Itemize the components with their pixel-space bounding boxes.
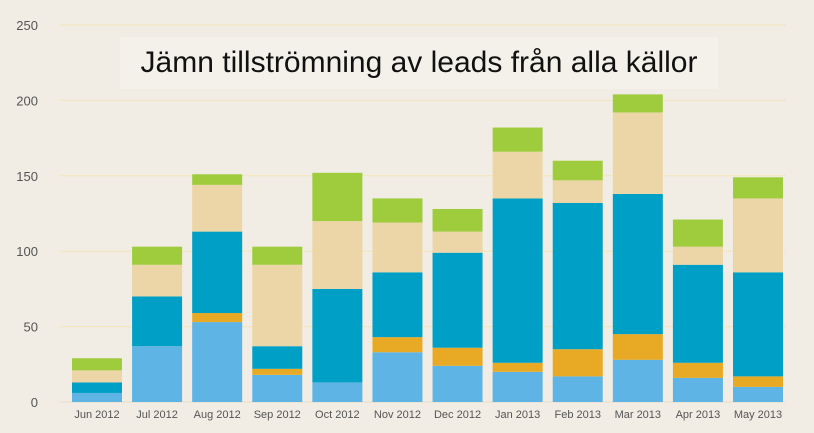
bar-segment [312, 221, 363, 289]
x-tick-label: Mar 2013 [615, 409, 661, 421]
bar-segment [192, 231, 243, 314]
bar-segment [492, 371, 543, 402]
bar-segment [252, 246, 303, 265]
bar-segment [492, 198, 543, 363]
bar-segment [733, 177, 783, 199]
x-tick-label: Dec 2012 [434, 409, 481, 421]
bar-segment [612, 359, 663, 402]
x-tick-label: Jan 2013 [495, 409, 540, 421]
bar-segment [432, 347, 483, 366]
bar-segment [192, 174, 243, 185]
bar-segment [372, 222, 423, 273]
x-tick-label: Nov 2012 [374, 409, 421, 421]
bar-segment [492, 362, 543, 372]
bar-segment [552, 349, 603, 377]
bars [72, 94, 783, 402]
bar-segment [552, 376, 603, 402]
bar-segment [252, 346, 303, 369]
bar-segment [432, 231, 483, 253]
bar-segment [372, 198, 423, 223]
bar-segment [432, 208, 483, 232]
bar-segment [252, 368, 303, 375]
bar-segment [672, 246, 723, 265]
bar-segment [372, 272, 423, 338]
bar-segment [372, 352, 423, 402]
bar-segment [192, 313, 243, 323]
bar-segment [552, 180, 603, 203]
bar-segment [733, 376, 783, 387]
bar-segment [612, 334, 663, 360]
bar-segment [72, 392, 122, 402]
bar-segment [492, 127, 543, 152]
x-tick-label: Aug 2012 [194, 409, 241, 421]
bar-segment [132, 346, 183, 402]
y-tick-label: 50 [24, 320, 38, 335]
bar-segment [432, 365, 483, 402]
x-axis-ticks: Jun 2012 Jul 2012 Aug 2012 Sep 2012 Oct 2012… [74, 409, 782, 421]
bar-segment [312, 382, 363, 402]
bar-segment [492, 151, 543, 199]
bar-segment [612, 112, 663, 194]
bar-segment [132, 264, 183, 297]
bar-segment [672, 264, 723, 363]
x-tick-label: Apr 2013 [676, 409, 721, 421]
bar-segment [192, 184, 243, 232]
x-tick-label: Sep 2012 [254, 409, 301, 421]
y-tick-label: 200 [16, 93, 38, 108]
x-tick-label: May 2013 [734, 409, 782, 421]
x-tick-label: Oct 2012 [315, 409, 360, 421]
y-tick-label: 150 [16, 169, 38, 184]
bar-segment [733, 386, 783, 402]
y-tick-label: 250 [16, 18, 38, 33]
bar-segment [72, 382, 122, 393]
bar-segment [72, 370, 122, 383]
bar-segment [733, 198, 783, 273]
bar-segment [733, 272, 783, 377]
x-tick-label: Jun 2012 [74, 409, 119, 421]
y-tick-label: 100 [16, 244, 38, 259]
bar-segment [672, 362, 723, 378]
bar-segment [672, 219, 723, 247]
chart-title-box: Jämn tillströmning av leads från alla kä… [120, 37, 718, 89]
y-axis-ticks: 0 50 100 150 200 250 [16, 18, 38, 410]
bar-segment [252, 264, 303, 347]
x-tick-label: Jul 2012 [136, 409, 178, 421]
bar-segment [372, 337, 423, 353]
bar-segment [252, 374, 303, 402]
bar-segment [132, 246, 183, 265]
y-tick-label: 0 [31, 395, 38, 410]
bar-segment [312, 288, 363, 383]
bar-segment [552, 160, 603, 181]
bar-segment [552, 202, 603, 350]
bar-segment [72, 358, 122, 371]
bar-segment [312, 172, 363, 222]
bar-segment [612, 193, 663, 335]
bar-segment [132, 296, 183, 347]
bar-segment [192, 322, 243, 402]
bar-segment [432, 252, 483, 348]
bar-segment [612, 94, 663, 113]
bar-segment [672, 377, 723, 402]
chart-title: Jämn tillströmning av leads från alla kä… [140, 46, 698, 79]
x-tick-label: Feb 2013 [554, 409, 600, 421]
